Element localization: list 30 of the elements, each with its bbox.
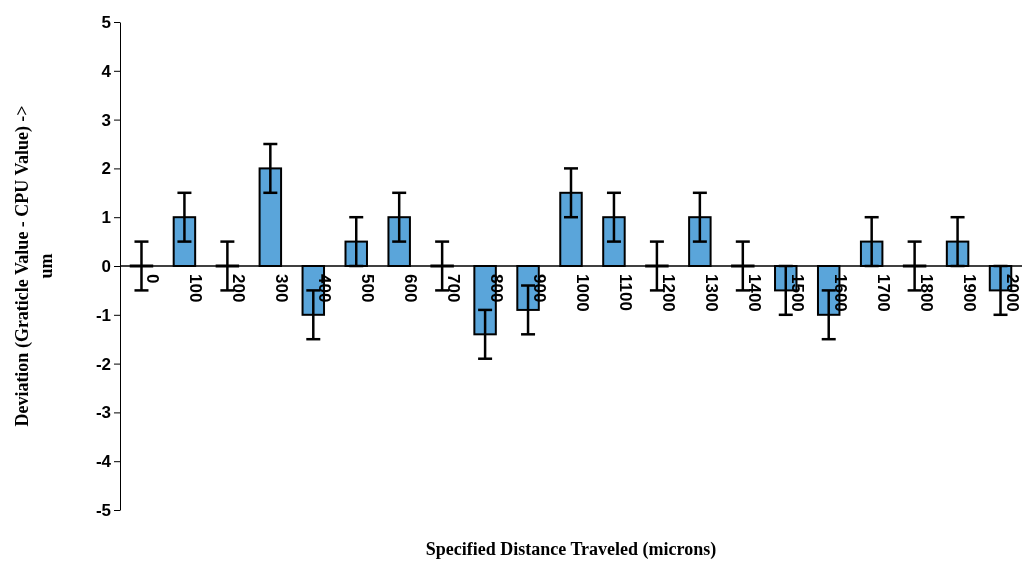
- y-axis-title: Deviation (Graticle Value - CPU Value) -> um: [12, 105, 56, 427]
- x-tick-label: 1700: [873, 274, 893, 312]
- x-tick-label: 1200: [658, 274, 678, 312]
- x-tick-label: 300: [272, 274, 292, 303]
- x-tick-label: 1100: [615, 274, 635, 311]
- x-tick-label: 1500: [787, 274, 807, 312]
- x-axis-title: Specified Distance Traveled (microns): [425, 539, 717, 560]
- y-tick-label: -1: [95, 305, 111, 325]
- y-tick-label: 0: [101, 256, 111, 276]
- x-tick-label: 100: [186, 274, 206, 303]
- x-tick-label: 2000: [1002, 274, 1022, 312]
- x-tick-label: 200: [229, 274, 249, 303]
- y-tick-label: -2: [95, 354, 111, 374]
- x-tick-label: 500: [358, 274, 378, 303]
- x-tick-label: 1300: [701, 274, 721, 312]
- y-tick-label: -4: [95, 452, 112, 472]
- x-tick-label: 600: [401, 274, 421, 303]
- y-tick-label: 5: [101, 12, 111, 32]
- x-tick-label: 1800: [916, 274, 936, 312]
- y-tick-label: -3: [95, 403, 111, 423]
- x-tick-label: 1000: [573, 274, 592, 312]
- x-tick-label: 700: [444, 274, 464, 303]
- y-tick-label: 3: [101, 110, 111, 130]
- y-tick-label: 2: [101, 159, 111, 179]
- x-tick-label: 1400: [744, 274, 764, 312]
- y-tick-label: 1: [101, 208, 111, 228]
- x-tick-label: 1900: [959, 274, 979, 312]
- y-tick-label: 4: [101, 61, 112, 81]
- x-tick-label: 0: [143, 274, 163, 284]
- y-tick-label: -5: [95, 500, 111, 520]
